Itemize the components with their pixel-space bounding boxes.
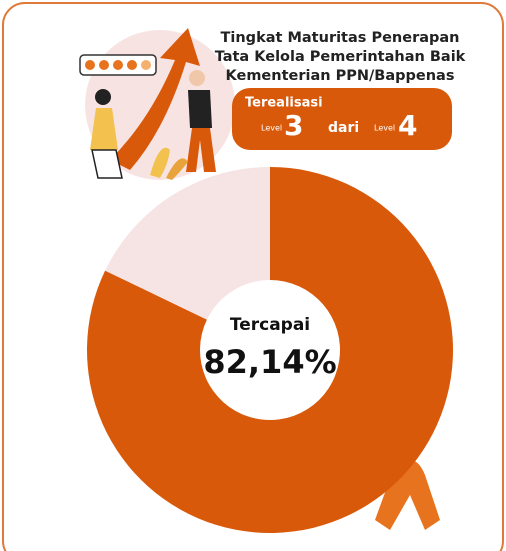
donut-segment	[86, 167, 454, 533]
target-level: 4	[398, 109, 417, 142]
illustration	[79, 28, 440, 530]
title: Tingkat Maturitas Penerapan Tata Kelola P…	[215, 30, 466, 84]
current-level: 3	[284, 109, 303, 142]
donut-segment	[105, 167, 270, 320]
donut	[86, 167, 454, 533]
badge-connector: dari	[328, 120, 359, 136]
center-label: Tercapai	[230, 315, 310, 335]
center-value: 82,14%	[203, 343, 336, 381]
level-label: Level	[374, 124, 395, 133]
badge	[232, 88, 452, 150]
title-line: Kementerian PPN/Bappenas	[226, 68, 455, 84]
title-line: Tata Kelola Pemerintahan Baik	[215, 49, 466, 65]
title-line: Tingkat Maturitas Penerapan	[221, 30, 460, 46]
badge-label: Terealisasi	[245, 96, 323, 111]
level-label: Level	[261, 124, 282, 133]
